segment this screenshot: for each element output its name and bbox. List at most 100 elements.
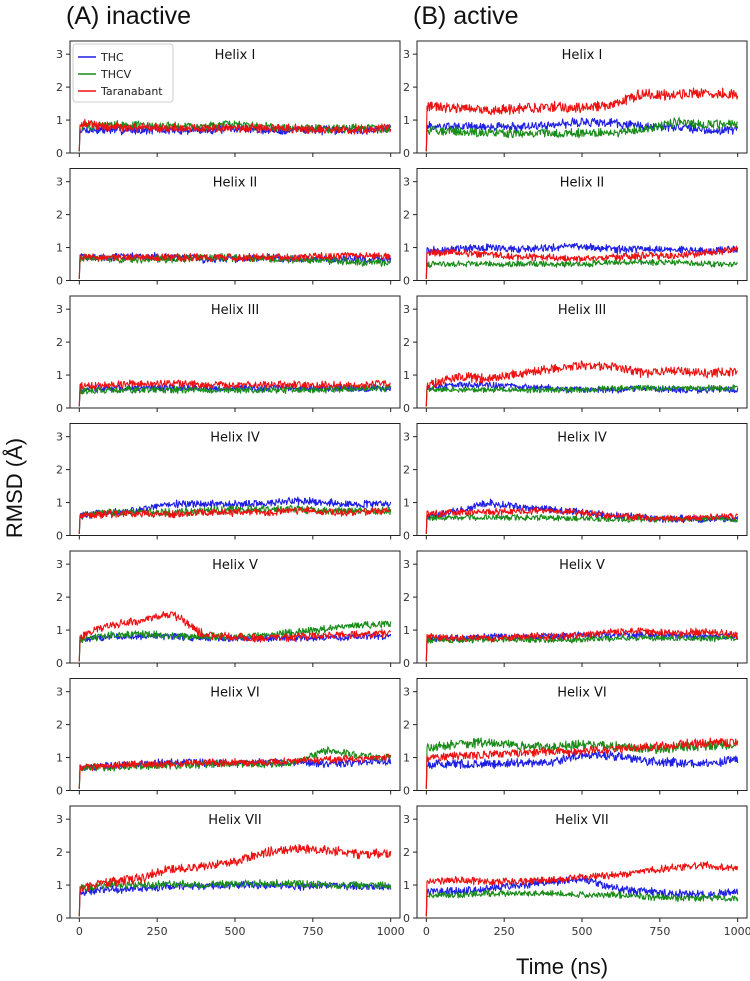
panel-title: Helix I (215, 48, 256, 63)
y-tick-label: 3 (403, 176, 410, 189)
panel-active-3: Helix III 0 1 2 3 (403, 295, 748, 415)
y-tick-label: 2 (56, 464, 63, 477)
series-line-taranabant (78, 611, 391, 662)
y-tick-label: 2 (403, 81, 410, 94)
panel-title: Helix VI (557, 686, 607, 701)
x-axis-label: Time (ns) (516, 954, 608, 979)
x-tick-label: 250 (494, 925, 515, 938)
y-tick-label: 1 (403, 752, 410, 765)
y-tick-label: 0 (56, 657, 63, 670)
series-line-thcv (78, 119, 392, 152)
panel-title: Helix II (560, 176, 605, 191)
series-line-thcv (425, 116, 739, 152)
x-tick-label: 0 (76, 925, 83, 938)
series-line-thc (425, 242, 739, 279)
panel-inactive-5: Helix V 0 1 2 3 (56, 550, 401, 670)
series-line-thcv (78, 253, 392, 279)
series-line-thcv (78, 384, 392, 407)
y-tick-label: 1 (403, 879, 410, 892)
series-line-taranabant (425, 507, 738, 534)
x-tick-label: 1000 (724, 925, 750, 938)
y-tick-label: 3 (56, 558, 63, 571)
series-line-thcv (425, 889, 739, 917)
x-tick-label: 0 (423, 925, 430, 938)
panel-active-5: Helix V 0 1 2 3 (403, 550, 748, 670)
panel-title: Helix IV (557, 431, 607, 446)
panel-inactive-7: Helix VII 0 1 2 3 0 250 500 750 1000 (56, 805, 405, 938)
panel-title: Helix VII (555, 813, 608, 828)
panel-title: Helix II (213, 176, 258, 191)
y-tick-label: 0 (56, 147, 63, 160)
y-tick-label: 3 (56, 303, 63, 316)
y-tick-label: 2 (56, 81, 63, 94)
y-tick-label: 0 (403, 657, 410, 670)
series-line-taranabant (78, 118, 392, 152)
series-line-taranabant (78, 506, 391, 534)
series-line-taranabant (78, 753, 392, 789)
y-tick-label: 2 (403, 591, 410, 604)
series-line-taranabant (425, 860, 739, 917)
series-line-taranabant (78, 843, 392, 917)
y-tick-label: 3 (403, 303, 410, 316)
y-tick-label: 0 (403, 912, 410, 925)
series-line-thcv (78, 878, 392, 917)
panel-title: Helix I (562, 48, 603, 63)
y-tick-label: 2 (403, 719, 410, 732)
y-tick-label: 2 (403, 209, 410, 222)
series-line-thc (78, 496, 392, 534)
y-tick-label: 2 (56, 209, 63, 222)
y-tick-label: 3 (56, 686, 63, 699)
x-tick-label: 1000 (377, 925, 405, 938)
panel-active-7: Helix VII 0 1 2 3 0 250 500 750 1000 (403, 805, 750, 938)
y-tick-label: 3 (56, 176, 63, 189)
series-line-taranabant (78, 379, 391, 407)
panel-title: Helix VI (210, 686, 260, 701)
legend-box (72, 43, 174, 103)
legend-label-thc: THC (100, 51, 124, 64)
y-tick-label: 0 (403, 147, 410, 160)
y-tick-label: 3 (403, 48, 410, 61)
panel-active-2: Helix II 0 1 2 3 (403, 168, 748, 288)
panel-title: Helix IV (210, 431, 260, 446)
panel-title: Helix III (211, 303, 259, 318)
series-line-taranabant (425, 360, 738, 407)
y-tick-label: 2 (56, 591, 63, 604)
x-tick-label: 750 (649, 925, 670, 938)
y-tick-label: 0 (403, 530, 410, 543)
y-tick-label: 0 (56, 402, 63, 415)
panel-active-4: Helix IV 0 1 2 3 (403, 423, 748, 543)
panel-inactive-2: Helix II 0 1 2 3 (56, 168, 401, 288)
legend-label-thcv: THCV (100, 68, 132, 81)
panel-inactive-4: Helix IV 0 1 2 3 (56, 423, 401, 543)
column-title-inactive: (A) inactive (66, 2, 191, 30)
panel-title: Helix VII (208, 813, 261, 828)
legend-label-taranabant: Taranabant (100, 85, 163, 98)
y-tick-label: 1 (403, 369, 410, 382)
y-tick-label: 2 (56, 336, 63, 349)
y-tick-label: 3 (403, 431, 410, 444)
series-line-thc (425, 749, 739, 789)
y-axis-label: RMSD (Å) (2, 438, 27, 538)
y-tick-label: 2 (56, 846, 63, 859)
column-title-active: (B) active (413, 2, 519, 30)
x-tick-label: 250 (147, 925, 168, 938)
y-tick-label: 3 (403, 686, 410, 699)
panel-active-1: Helix I 0 1 2 3 (403, 40, 748, 160)
panel-title: Helix V (212, 558, 258, 573)
y-tick-label: 3 (56, 48, 63, 61)
panel-inactive-6: Helix VI 0 1 2 3 (56, 678, 401, 798)
y-tick-label: 1 (56, 752, 63, 765)
y-tick-label: 2 (403, 846, 410, 859)
y-tick-label: 1 (403, 624, 410, 637)
series-line-thcv (78, 620, 392, 662)
y-tick-label: 0 (403, 275, 410, 288)
y-tick-label: 3 (403, 558, 410, 571)
series-line-taranabant (425, 737, 739, 789)
y-tick-label: 1 (56, 369, 63, 382)
y-tick-label: 0 (403, 402, 410, 415)
panel-title: Helix III (558, 303, 606, 318)
y-tick-label: 1 (403, 497, 410, 510)
series-line-thcv (425, 258, 739, 279)
